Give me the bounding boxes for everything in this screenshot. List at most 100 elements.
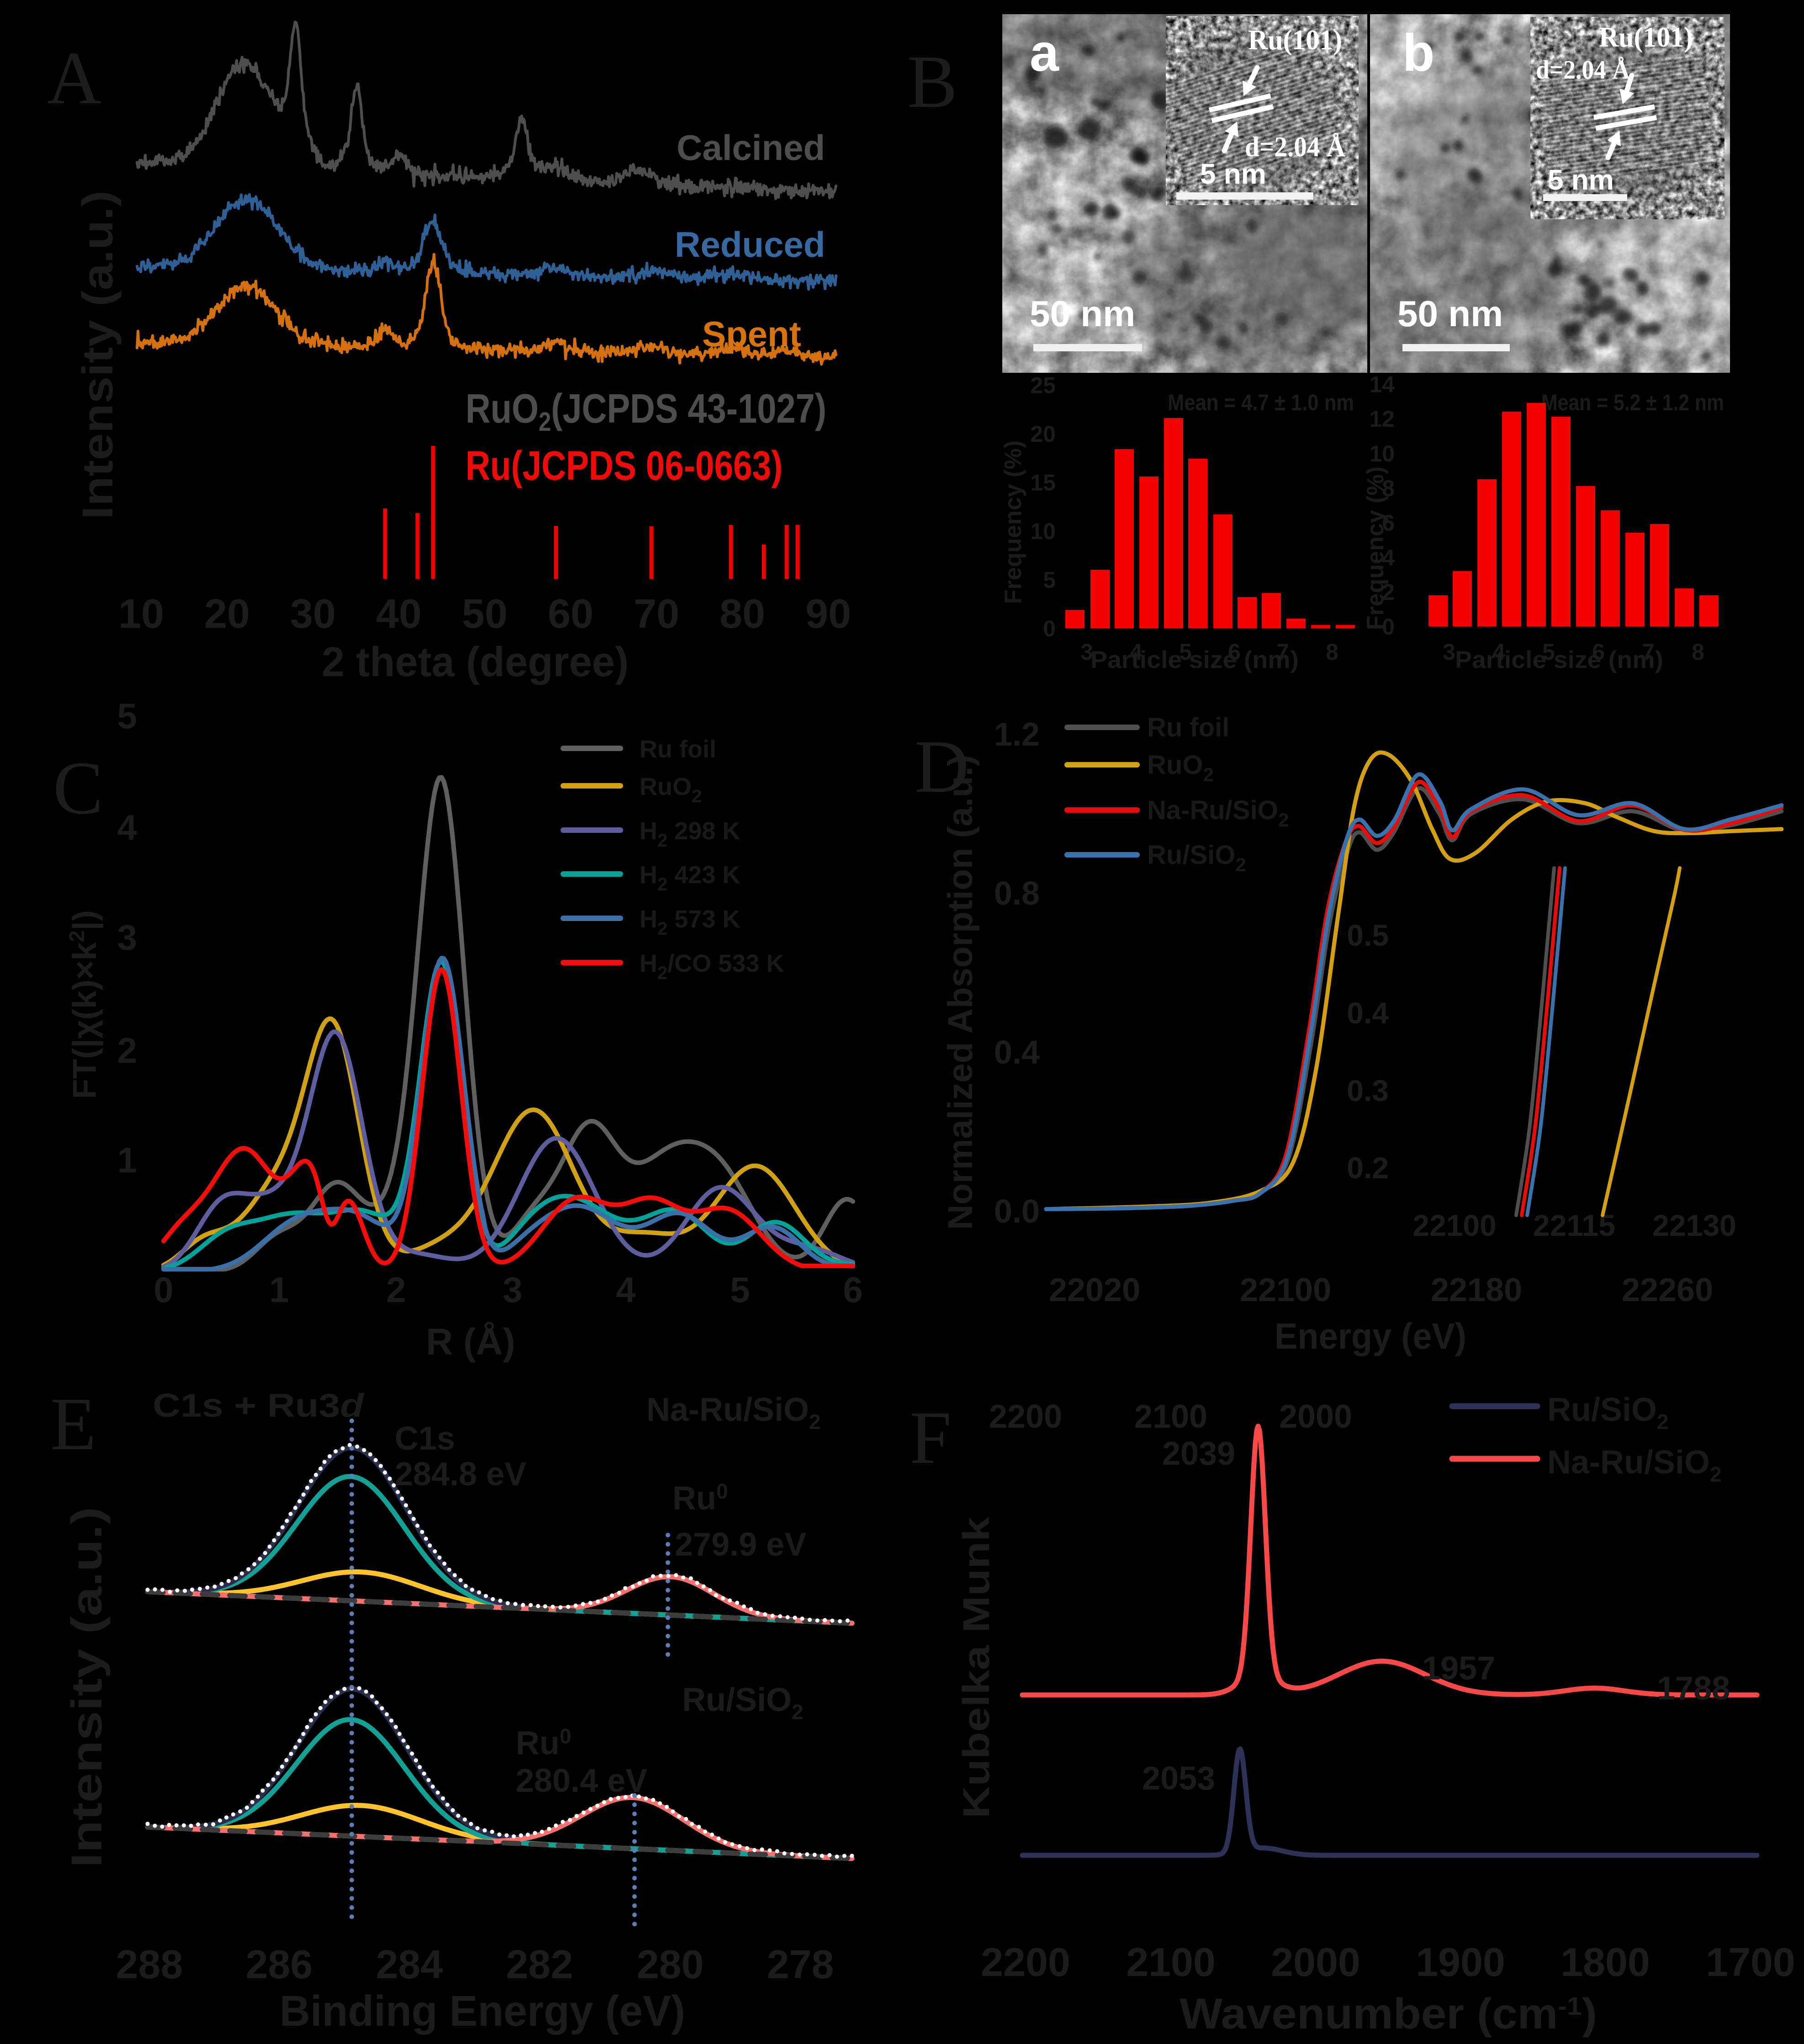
svg-text:Particle size (nm): Particle size (nm)	[1455, 646, 1663, 673]
svg-text:14: 14	[1369, 371, 1395, 397]
svg-text:280.4 eV: 280.4 eV	[516, 1763, 647, 1799]
svg-text:Intensity (a.u.): Intensity (a.u.)	[63, 1507, 111, 1868]
svg-text:22100: 22100	[1240, 1272, 1331, 1308]
svg-text:Frequency (%): Frequency (%)	[1000, 440, 1026, 604]
svg-text:Na-Ru/SiO2: Na-Ru/SiO2	[1147, 795, 1289, 831]
svg-text:Calcined: Calcined	[677, 127, 825, 168]
svg-text:d=2.04 Å: d=2.04 Å	[1536, 55, 1630, 85]
svg-text:Ru(101): Ru(101)	[1599, 22, 1693, 53]
svg-text:50 nm: 50 nm	[1397, 293, 1503, 334]
svg-text:4: 4	[117, 807, 137, 847]
svg-text:22260: 22260	[1622, 1272, 1713, 1308]
svg-text:0.2: 0.2	[1347, 1151, 1389, 1185]
svg-text:2000: 2000	[1279, 1398, 1352, 1435]
svg-text:4: 4	[1130, 639, 1143, 665]
svg-text:5: 5	[1043, 567, 1056, 593]
svg-text:40: 40	[376, 591, 422, 637]
svg-text:4: 4	[1492, 639, 1505, 665]
svg-text:6: 6	[1228, 639, 1241, 665]
svg-text:b: b	[1402, 24, 1434, 82]
svg-text:E: E	[50, 1382, 96, 1466]
svg-text:5: 5	[117, 696, 137, 736]
svg-text:25: 25	[1030, 373, 1056, 398]
svg-text:7: 7	[1642, 639, 1655, 665]
svg-text:10: 10	[1030, 519, 1056, 544]
svg-text:50: 50	[462, 591, 508, 637]
svg-text:Mean = 5.2 ± 1.2 nm: Mean = 5.2 ± 1.2 nm	[1541, 390, 1724, 415]
svg-text:2039: 2039	[1162, 1435, 1235, 1472]
svg-text:2: 2	[1382, 579, 1395, 605]
svg-text:2053: 2053	[1142, 1760, 1215, 1797]
svg-text:Ru/SiO2: Ru/SiO2	[1547, 1392, 1669, 1434]
svg-text:Intensity (a.u.): Intensity (a.u.)	[74, 191, 122, 519]
svg-text:Kubelka Munk: Kubelka Munk	[956, 1517, 997, 1818]
svg-text:1957: 1957	[1422, 1650, 1495, 1687]
svg-text:1700: 1700	[1706, 1939, 1795, 1985]
svg-text:0.8: 0.8	[994, 875, 1040, 912]
svg-text:5: 5	[1179, 639, 1192, 665]
svg-text:RuO2(JCPDS 43-1027): RuO2(JCPDS 43-1027)	[466, 386, 826, 437]
svg-text:2200: 2200	[981, 1939, 1070, 1985]
svg-text:90: 90	[805, 591, 851, 637]
svg-text:0.4: 0.4	[994, 1034, 1040, 1071]
svg-text:15: 15	[1030, 470, 1056, 496]
svg-text:20: 20	[1030, 421, 1056, 447]
svg-text:Frequency (%): Frequency (%)	[1362, 466, 1389, 630]
svg-text:5 nm: 5 nm	[1548, 164, 1614, 196]
svg-text:1900: 1900	[1416, 1939, 1505, 1985]
svg-text:20: 20	[204, 591, 250, 637]
svg-text:R (Å): R (Å)	[426, 1321, 515, 1363]
svg-text:Energy (eV): Energy (eV)	[1275, 1316, 1466, 1356]
svg-text:RuO2: RuO2	[1147, 750, 1214, 785]
svg-text:D: D	[915, 725, 969, 808]
svg-text:6: 6	[1382, 510, 1395, 536]
svg-text:22020: 22020	[1049, 1272, 1140, 1308]
svg-text:7: 7	[1276, 639, 1289, 665]
svg-text:Ru(JCPDS 06-0663): Ru(JCPDS 06-0663)	[466, 443, 783, 489]
svg-text:282: 282	[506, 1942, 573, 1987]
svg-text:1: 1	[117, 1140, 137, 1180]
svg-text:Normalized Absorption (a.u.): Normalized Absorption (a.u.)	[941, 755, 980, 1230]
svg-text:0.5: 0.5	[1347, 918, 1389, 952]
svg-text:60: 60	[548, 591, 593, 637]
svg-text:C1s: C1s	[395, 1420, 455, 1457]
svg-text:80: 80	[719, 591, 765, 637]
svg-text:F: F	[910, 1396, 952, 1479]
svg-text:50 nm: 50 nm	[1030, 293, 1135, 334]
svg-text:A: A	[47, 36, 101, 120]
svg-text:3: 3	[117, 917, 137, 958]
svg-text:Ru foil: Ru foil	[640, 736, 716, 763]
svg-text:8: 8	[1382, 476, 1395, 501]
svg-text:C: C	[53, 746, 103, 830]
svg-text:Reduced: Reduced	[675, 224, 825, 265]
svg-text:284.8 eV: 284.8 eV	[395, 1456, 526, 1493]
svg-text:0.0: 0.0	[994, 1193, 1040, 1230]
svg-text:Binding Energy (eV): Binding Energy (eV)	[280, 1987, 685, 2035]
svg-text:2100: 2100	[1126, 1939, 1216, 1985]
svg-text:22180: 22180	[1431, 1272, 1522, 1308]
svg-text:1788: 1788	[1657, 1670, 1730, 1707]
svg-text:2100: 2100	[1134, 1398, 1207, 1435]
svg-text:2 theta (degree): 2 theta (degree)	[322, 639, 629, 685]
svg-text:280: 280	[637, 1942, 704, 1987]
svg-text:0: 0	[153, 1270, 173, 1310]
svg-text:6: 6	[843, 1270, 862, 1310]
svg-text:22130: 22130	[1652, 1208, 1736, 1242]
svg-text:6: 6	[1592, 639, 1605, 665]
svg-text:Na-Ru/SiO2: Na-Ru/SiO2	[646, 1392, 821, 1434]
svg-text:278: 278	[767, 1942, 834, 1987]
svg-text:12: 12	[1369, 406, 1395, 432]
svg-text:B: B	[907, 40, 958, 123]
svg-text:4: 4	[616, 1270, 635, 1310]
svg-text:4: 4	[1382, 545, 1395, 570]
svg-text:Wavenumber (cm-1): Wavenumber (cm -1)	[1180, 1990, 1597, 2038]
svg-text:Mean = 4.7 ± 1.0 nm: Mean = 4.7 ± 1.0 nm	[1168, 390, 1354, 415]
svg-text:0.4: 0.4	[1347, 996, 1389, 1030]
svg-text:5 nm: 5 nm	[1200, 159, 1266, 190]
svg-text:0: 0	[1043, 616, 1056, 641]
svg-text:30: 30	[290, 591, 336, 637]
svg-text:1: 1	[269, 1270, 289, 1310]
svg-text:2000: 2000	[1271, 1939, 1360, 1985]
svg-text:2200: 2200	[989, 1398, 1062, 1435]
